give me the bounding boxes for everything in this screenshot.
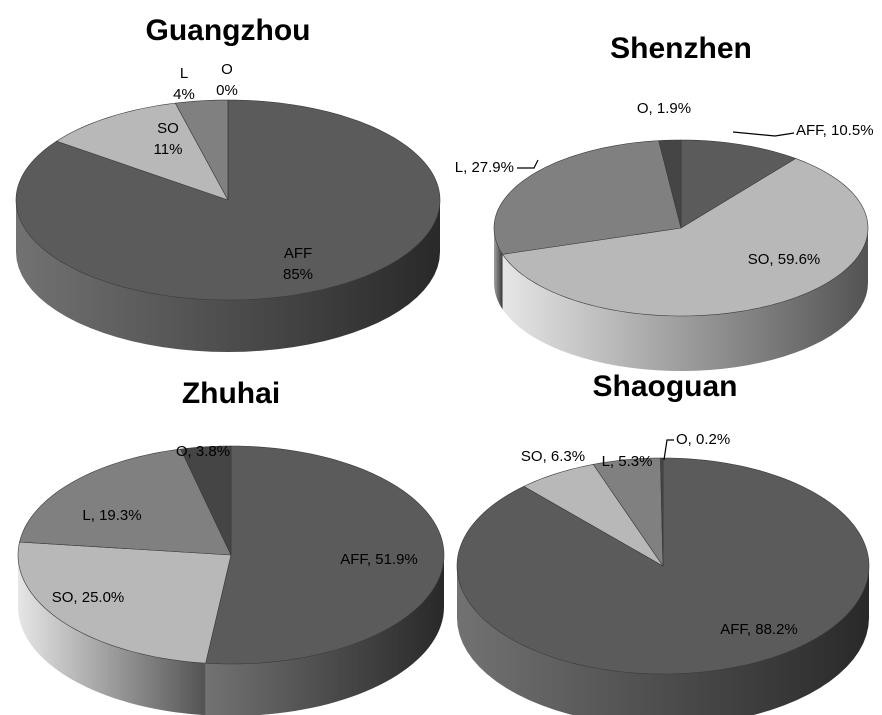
data-label-zhuhai-so: SO, 25.0% bbox=[52, 589, 125, 606]
pie-slice-guangzhou-l bbox=[174, 99, 229, 201]
data-label-guangzhou-o: O 0% bbox=[216, 61, 238, 99]
data-label-guangzhou-aff: AFF 85% bbox=[283, 245, 313, 283]
data-label-shenzhen-so: SO, 59.6% bbox=[748, 251, 821, 268]
data-label-shaoguan-aff: AFF, 88.2% bbox=[720, 621, 798, 638]
data-label-shenzhen-aff: AFF, 10.5% bbox=[796, 122, 874, 139]
pie-slice-shenzhen-l bbox=[493, 140, 682, 255]
chart-title-zhuhai: Zhuhai bbox=[182, 377, 280, 410]
chart-title-shenzhen: Shenzhen bbox=[610, 32, 752, 65]
pie-slice-guangzhou-so bbox=[55, 102, 229, 201]
data-label-shaoguan-o: O, 0.2% bbox=[676, 431, 730, 448]
pie-slice-shenzhen-o bbox=[658, 139, 682, 229]
pie-side-zhuhai-so bbox=[18, 555, 206, 715]
pie-zhuhai: AFF, 51.9% SO, 25.0% L, 19.3% O, 3.8% bbox=[17, 443, 445, 715]
pie-guangzhou: AFF 85% SO 11% L 4% O 0% bbox=[15, 61, 441, 352]
data-label-zhuhai-o: O, 3.8% bbox=[176, 443, 230, 460]
pie-slice-shaoguan-l bbox=[592, 457, 664, 568]
pie-shenzhen: AFF, 10.5% SO, 59.6% L, 27.9% O, 1.9% bbox=[455, 100, 874, 371]
pie-slice-zhuhai-so bbox=[17, 541, 232, 664]
leader-line-shenzhen-aff bbox=[732, 131, 795, 137]
pie-side-zhuhai-aff bbox=[205, 555, 444, 715]
data-label-zhuhai-l: L, 19.3% bbox=[82, 507, 141, 524]
pie-side-shenzhen-l bbox=[494, 228, 503, 310]
pie-side-shaoguan-aff bbox=[457, 566, 869, 715]
data-label-shenzhen-o: O, 1.9% bbox=[637, 100, 691, 117]
leader-line-shaoguan-o bbox=[663, 439, 674, 461]
pie-slice-shaoguan-o bbox=[660, 457, 664, 567]
data-label-zhuhai-aff: AFF, 51.9% bbox=[340, 551, 418, 568]
data-label-guangzhou-l: L 4% bbox=[173, 65, 195, 103]
data-label-shaoguan-l: L, 5.3% bbox=[602, 453, 653, 470]
pie-shaoguan: AFF, 88.2% SO, 6.3% L, 5.3% O, 0.2% bbox=[456, 431, 870, 715]
leader-line-shenzhen-l bbox=[517, 159, 539, 169]
pie-side-shenzhen-so bbox=[502, 228, 868, 371]
pie-side-guangzhou-aff bbox=[16, 200, 440, 352]
pie-slice-zhuhai-l bbox=[19, 448, 232, 556]
chart-title-shaoguan: Shaoguan bbox=[592, 370, 737, 403]
pie-slice-zhuhai-aff bbox=[205, 445, 445, 665]
data-label-shenzhen-l: L, 27.9% bbox=[455, 159, 514, 176]
pie-slice-shenzhen-aff bbox=[680, 139, 797, 229]
pie-slice-shenzhen-so bbox=[502, 158, 869, 317]
data-label-shaoguan-so: SO, 6.3% bbox=[521, 448, 585, 465]
data-label-guangzhou-so: SO 11% bbox=[154, 120, 183, 158]
pie-slice-zhuhai-o bbox=[180, 445, 232, 556]
pie-slice-shaoguan-so bbox=[523, 464, 664, 567]
chart-title-guangzhou: Guangzhou bbox=[146, 14, 311, 47]
